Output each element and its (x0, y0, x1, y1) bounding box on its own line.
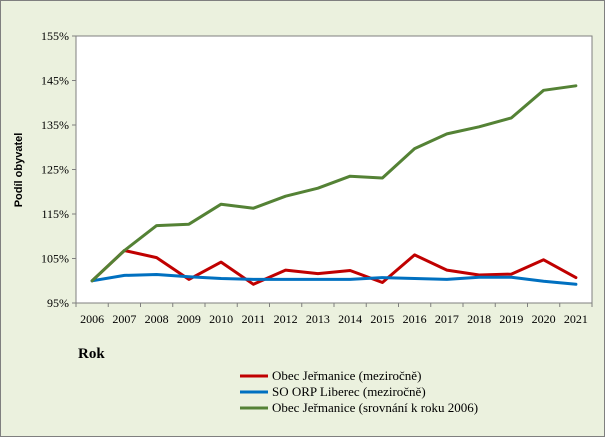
series-line-3 (90, 84, 578, 283)
y-tick-label: 155% (41, 29, 69, 43)
x-tick-label: 2015 (370, 312, 394, 326)
x-tick-label: 2006 (80, 312, 104, 326)
y-axis-label: Podíl obyvatel (13, 133, 25, 208)
series-line-2 (90, 273, 578, 286)
y-tick-label: 135% (41, 118, 69, 132)
legend-label-1: Obec Jeřmanice (meziročně) (272, 368, 421, 383)
x-tick-label: 2010 (209, 312, 233, 326)
plot-area (75, 35, 593, 304)
y-tick-label: 145% (41, 74, 69, 88)
legend-label-3: Obec Jeřmanice (srovnání k roku 2006) (272, 400, 478, 415)
x-tick-label: 2011 (242, 312, 266, 326)
series-line-1 (90, 249, 578, 286)
x-tick-label: 2017 (435, 312, 459, 326)
x-tick-label: 2018 (467, 312, 491, 326)
x-tick-label: 2007 (112, 312, 136, 326)
legend: Obec Jeřmanice (meziročně)SO ORP Liberec… (240, 368, 478, 415)
x-tick-label: 2020 (532, 312, 556, 326)
y-tick-label: 115% (41, 207, 69, 221)
x-tick-label: 2014 (338, 312, 362, 326)
y-axis-ticks: 95% 105% 115% 125% 135% 145% 155% (41, 29, 76, 310)
y-tick-label: 125% (41, 163, 69, 177)
series-lines (90, 84, 578, 286)
y-tick-label: 105% (41, 252, 69, 266)
x-tick-label: 2009 (177, 312, 201, 326)
x-tick-label: 2016 (403, 312, 427, 326)
x-axis-ticks: 2006 2007 2008 2009 2010 2011 2012 2013 2014 2015… (75, 303, 593, 326)
x-tick-label: 2021 (564, 312, 588, 326)
y-tick-label: 95% (47, 296, 69, 310)
x-tick-label: 2008 (145, 312, 169, 326)
x-tick-label: 2012 (274, 312, 298, 326)
legend-label-2: SO ORP Liberec (meziročně) (272, 384, 426, 399)
x-axis-label: Rok (78, 346, 105, 362)
x-tick-label: 2013 (306, 312, 330, 326)
x-tick-label: 2019 (499, 312, 523, 326)
